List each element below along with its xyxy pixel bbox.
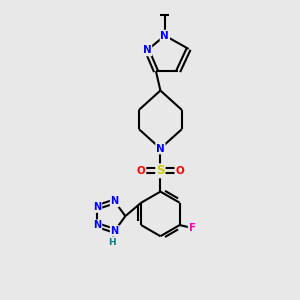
Text: F: F: [189, 223, 196, 233]
Text: N: N: [111, 226, 119, 236]
Text: N: N: [93, 220, 101, 230]
Text: N: N: [143, 45, 152, 56]
Text: S: S: [156, 164, 165, 177]
Text: N: N: [111, 196, 119, 206]
Text: N: N: [93, 202, 101, 212]
Text: N: N: [156, 143, 165, 154]
Text: N: N: [160, 31, 169, 40]
Text: O: O: [137, 166, 146, 176]
Text: H: H: [108, 238, 116, 247]
Text: O: O: [175, 166, 184, 176]
